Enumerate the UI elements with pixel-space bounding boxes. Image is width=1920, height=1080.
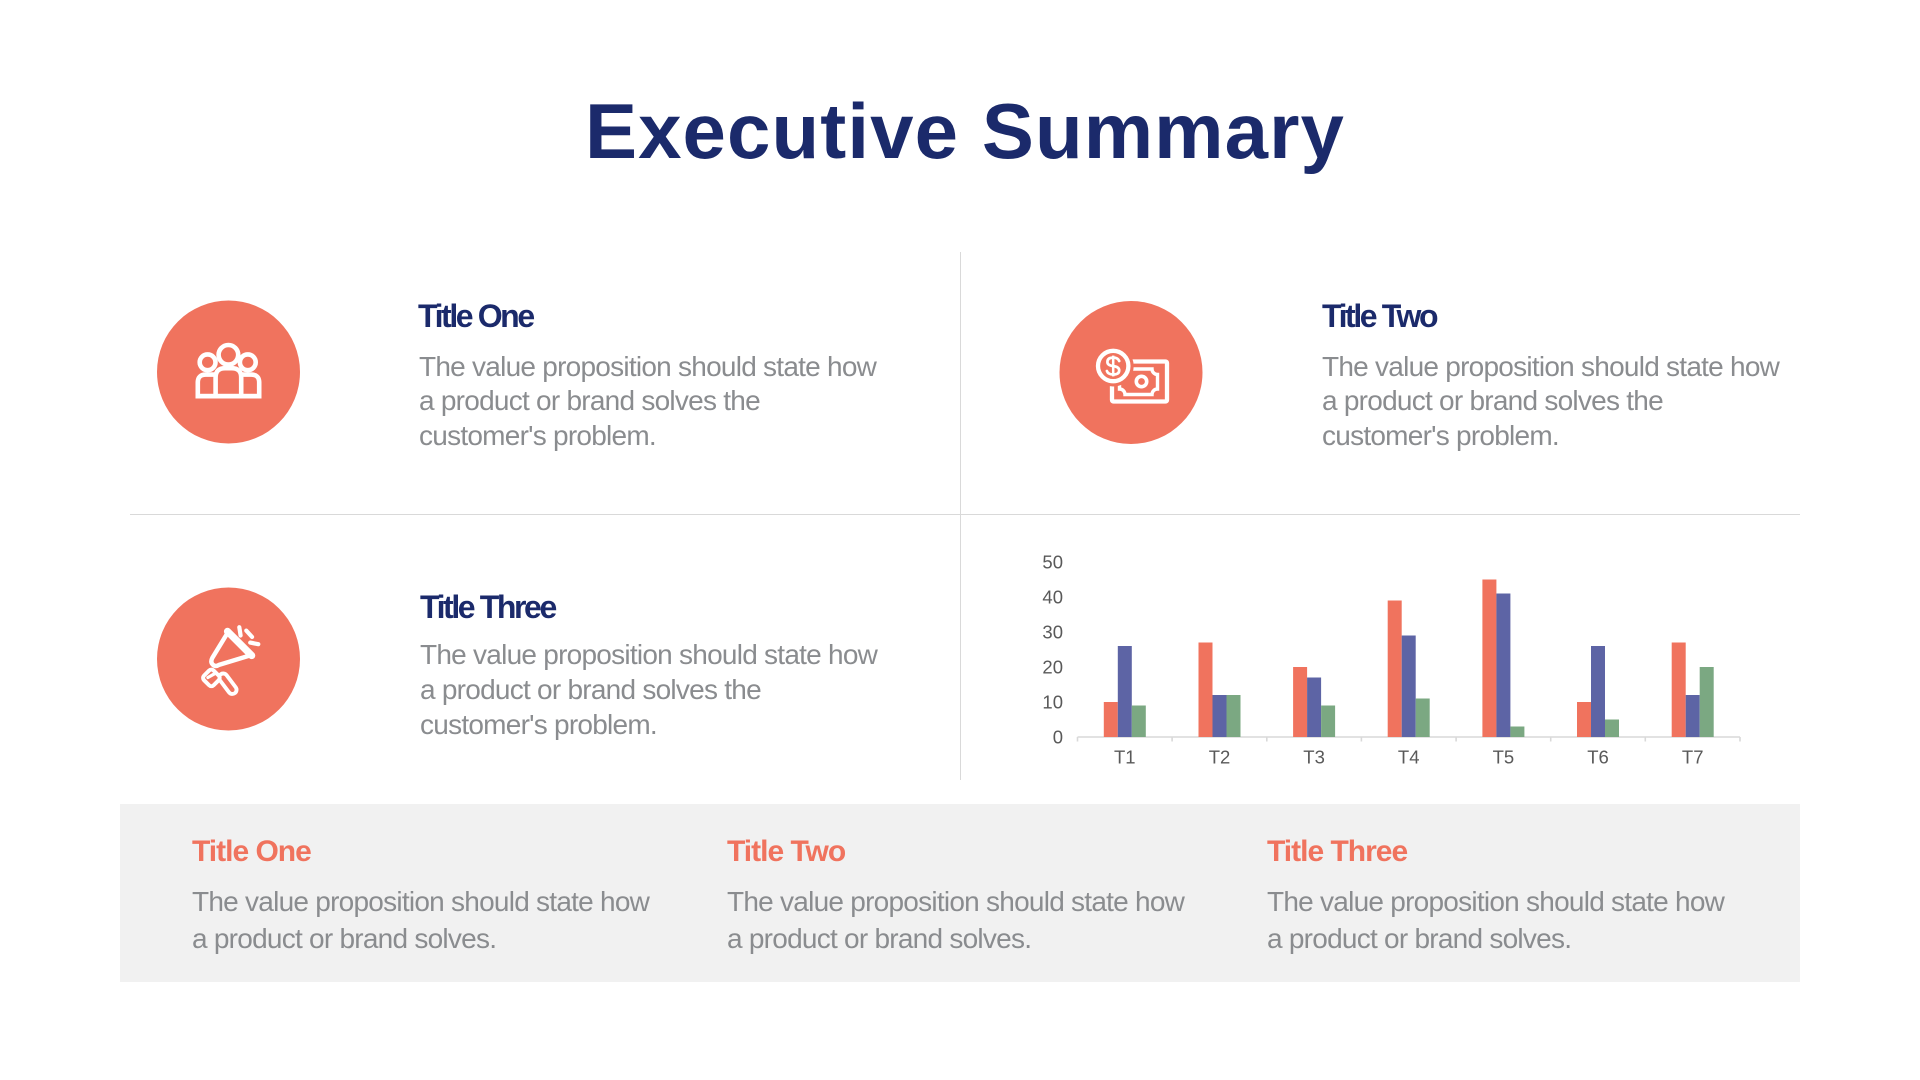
svg-text:T5: T5 [1493,747,1515,768]
svg-text:T4: T4 [1398,747,1420,768]
svg-text:10: 10 [1042,692,1063,713]
svg-text:T6: T6 [1587,747,1609,768]
svg-text:50: 50 [1042,552,1063,573]
svg-text:20: 20 [1042,657,1063,678]
svg-text:T3: T3 [1303,747,1325,768]
svg-text:T1: T1 [1114,747,1136,768]
svg-text:40: 40 [1042,587,1063,608]
svg-text:T2: T2 [1209,747,1231,768]
svg-text:0: 0 [1053,727,1063,748]
svg-text:T7: T7 [1682,747,1704,768]
svg-text:30: 30 [1042,622,1063,643]
